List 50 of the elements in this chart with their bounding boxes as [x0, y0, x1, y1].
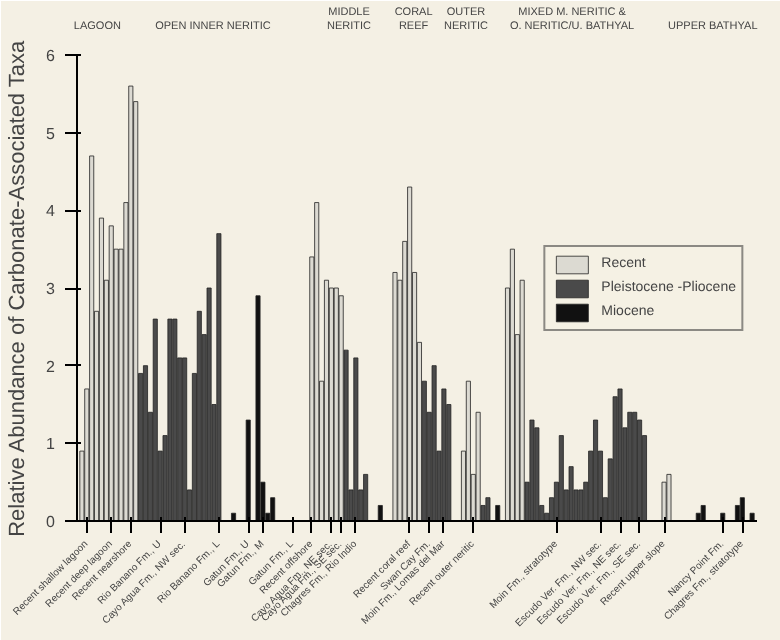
bar	[206, 287, 212, 521]
bar	[617, 388, 623, 521]
y-tick-label: 5	[46, 124, 57, 143]
bar	[128, 85, 134, 521]
bar	[270, 497, 276, 521]
y-tick-label: 3	[46, 280, 57, 298]
bar	[363, 474, 369, 521]
bar	[143, 365, 148, 521]
bar	[182, 357, 188, 521]
bar	[593, 419, 599, 521]
bar	[700, 505, 706, 521]
bar	[495, 505, 501, 521]
bar	[509, 248, 515, 521]
bar	[167, 318, 173, 521]
y-tick-label: 2	[46, 357, 57, 376]
bar	[353, 357, 359, 521]
bar	[475, 411, 481, 521]
bar	[98, 217, 104, 521]
bar	[465, 380, 471, 521]
bar	[314, 202, 320, 521]
bar	[661, 481, 667, 521]
bar	[749, 512, 755, 521]
bar	[338, 295, 344, 521]
bar	[324, 279, 329, 521]
bar	[441, 388, 447, 521]
y-axis-title: Relative Abundance of Carbonate-Associated Taxa	[6, 38, 31, 537]
bar	[245, 419, 251, 521]
bar	[255, 295, 261, 521]
bar	[377, 505, 383, 521]
bar	[568, 466, 574, 521]
bar	[407, 186, 413, 521]
bar	[328, 287, 334, 521]
bar	[152, 318, 158, 521]
bar	[666, 474, 672, 521]
bar	[734, 505, 740, 521]
bar	[612, 396, 618, 521]
y-tick-label: 1	[46, 435, 57, 454]
bar	[534, 427, 540, 521]
y-tick-label: 6	[46, 47, 57, 65]
bar	[216, 233, 222, 521]
bar	[739, 497, 745, 521]
bar	[519, 279, 525, 521]
bar	[529, 419, 535, 521]
y-tick-label: 0	[46, 513, 57, 531]
bar	[392, 272, 398, 521]
bar	[431, 365, 437, 521]
bar	[485, 497, 491, 521]
bar	[89, 155, 95, 521]
y-tick-label: 4	[46, 202, 57, 221]
bar	[558, 435, 564, 521]
